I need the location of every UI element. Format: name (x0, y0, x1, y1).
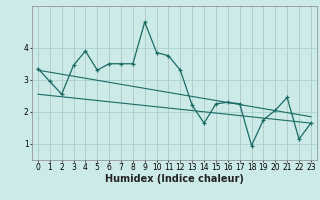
X-axis label: Humidex (Indice chaleur): Humidex (Indice chaleur) (105, 174, 244, 184)
